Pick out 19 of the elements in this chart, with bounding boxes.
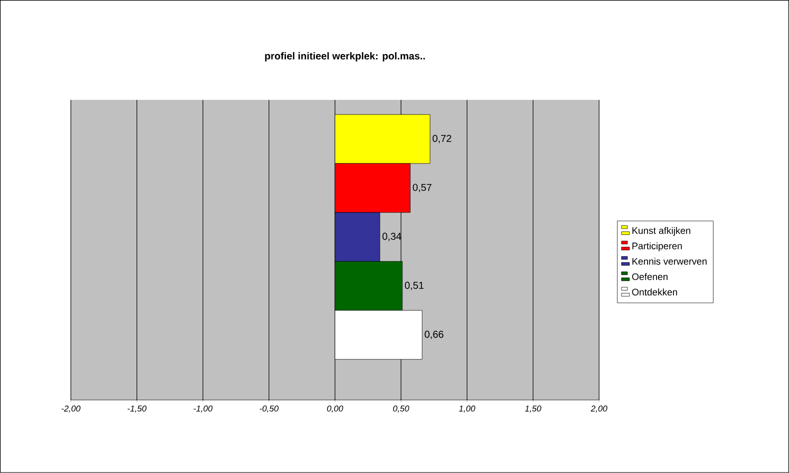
x-tick-label: -2,00 (62, 406, 80, 413)
x-tick-label: -0,50 (260, 406, 279, 413)
data-label: 0,51 (404, 282, 424, 290)
x-tick-label: 2,00 (590, 406, 608, 413)
data-label: 0,66 (424, 330, 444, 340)
x-tick-label: 1,00 (458, 406, 476, 413)
x-tick-label: 1,50 (525, 406, 542, 413)
x-tick-label: -1,00 (194, 406, 213, 413)
legend-label: Participeren (632, 242, 682, 252)
data-label: 0,72 (432, 134, 452, 144)
legend-label: Oefenen (632, 273, 668, 280)
legend-label: Kunst afkijken (632, 227, 690, 236)
x-tick-label: 0,00 (327, 406, 344, 413)
legend-label: Kennis verwerven (632, 258, 707, 265)
x-tick-label: 0,50 (393, 406, 410, 413)
legend-label: Ontdekken (632, 288, 678, 296)
chart-title: profiel initieel werkplek: pol.mas.. (265, 52, 425, 62)
x-tick-label: -1,50 (128, 406, 146, 413)
data-label: 0,57 (412, 184, 432, 192)
